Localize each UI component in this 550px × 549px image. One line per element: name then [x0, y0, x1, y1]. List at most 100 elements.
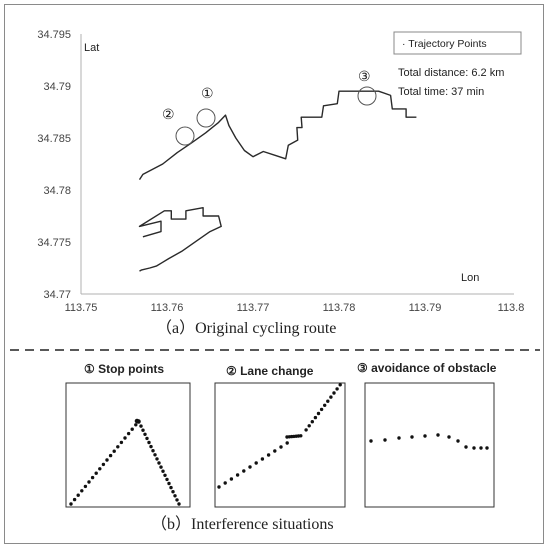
- panel-2-point: [217, 485, 221, 489]
- y-tick-label: 34.78: [43, 185, 71, 197]
- panel-3-point: [423, 434, 427, 438]
- panel-1-point: [134, 423, 138, 427]
- panel-1-point: [108, 453, 113, 458]
- panel-3-point: [397, 436, 401, 440]
- panel-1-point: [69, 502, 73, 506]
- x-tick-label: 113.75: [65, 302, 98, 314]
- axis-ticks: 113.75 113.76 113.77 113.78 113.79 113.8 34.79…: [37, 29, 524, 314]
- y-axis-label: Lat: [84, 42, 99, 54]
- x-tick-label: 113.77: [237, 302, 270, 314]
- route-segment-2: [138, 90, 417, 180]
- panel-2-points: [217, 383, 342, 489]
- panel-3-point: [485, 446, 489, 450]
- y-tick-label: 34.795: [37, 29, 71, 41]
- panel-3-point: [436, 433, 440, 437]
- route-lines: [138, 90, 417, 272]
- panel-2-point: [326, 399, 330, 403]
- marker-circle-1: [196, 108, 216, 128]
- caption-a: （a）Original cycling route: [156, 319, 336, 337]
- panel-2-point: [313, 415, 318, 420]
- panel-3-point: [464, 445, 468, 449]
- panel-2-point: [273, 449, 277, 453]
- x-tick-label: 113.79: [409, 302, 442, 314]
- total-distance-annotation: Total distance: 6.2 km: [398, 67, 504, 79]
- marker-label-1: ①: [201, 85, 214, 101]
- panel-3-point: [383, 438, 387, 442]
- panel-2-point: [299, 434, 303, 438]
- panel-2-point: [223, 481, 227, 485]
- panel-2-point: [266, 453, 271, 457]
- route-segment-1: [138, 206, 222, 272]
- panel-2-point: [332, 391, 336, 395]
- panel-3-title: ③ avoidance of obstacle: [357, 361, 497, 375]
- x-tick-label: 113.76: [151, 302, 184, 314]
- marker-label-3: ③: [358, 68, 371, 84]
- panel-1-point: [151, 449, 155, 453]
- panel-3-point: [456, 439, 460, 443]
- marker-label-2: ②: [162, 106, 175, 122]
- caption-b: （b）Interference situations: [151, 515, 334, 533]
- panel-1-point: [83, 484, 88, 489]
- y-tick-label: 34.775: [37, 237, 71, 249]
- panel-1-point: [105, 458, 109, 462]
- panel-1-point: [141, 428, 145, 432]
- total-time-annotation: Total time: 37 min: [398, 86, 484, 98]
- panel-1-title: ① Stop points: [84, 362, 164, 376]
- panel-3-point: [447, 435, 451, 439]
- panel-1-point: [123, 436, 127, 440]
- panel-1-point: [157, 461, 161, 465]
- panel-1-point: [169, 485, 173, 490]
- panel-3-point: [369, 439, 373, 443]
- panel-1-point: [76, 493, 80, 497]
- panel-2-point: [285, 441, 289, 445]
- panel-1-point: [87, 480, 91, 484]
- panel-2-point: [304, 428, 308, 432]
- panel-1-point: [145, 436, 149, 441]
- route-chart: 113.75 113.76 113.77 113.78 113.79 113.8 34.79…: [37, 29, 524, 314]
- legend-entry: · Trajectory Points: [402, 38, 487, 50]
- panel-1-point: [161, 469, 165, 473]
- panel-2-point: [307, 424, 311, 428]
- panel-1-point: [149, 444, 153, 449]
- y-tick-label: 34.79: [43, 81, 71, 93]
- panel-2-point: [335, 387, 339, 391]
- panel-1-point: [159, 465, 163, 469]
- panel-2-point: [235, 473, 240, 477]
- panel-3-box: [364, 382, 495, 508]
- panel-1-point: [175, 498, 179, 502]
- y-tick-label: 34.785: [37, 133, 71, 145]
- panel-2-point: [310, 420, 314, 424]
- panel-1-point: [163, 473, 167, 477]
- panel-1-point: [165, 477, 169, 482]
- panel-1-point: [80, 489, 84, 493]
- panel-3-point: [472, 446, 476, 450]
- legend-box: [393, 31, 522, 55]
- marker-circle-3: [357, 86, 377, 106]
- panel-1-point: [94, 471, 98, 475]
- panel-2-point: [260, 457, 265, 461]
- panel-1-point: [173, 494, 177, 498]
- panel-2-point: [323, 403, 327, 407]
- figure-frame: [4, 4, 544, 544]
- panel-1-points: [69, 418, 181, 506]
- panel-3-point: [410, 435, 414, 439]
- panel-2-point: [319, 407, 324, 412]
- panel-2-title: ② Lane change: [226, 364, 314, 378]
- marker-circle-2: [175, 126, 195, 146]
- panel-1-point: [136, 419, 141, 424]
- panel-1-point: [72, 497, 77, 502]
- y-tick-label: 34.77: [43, 289, 71, 301]
- panel-3-point: [479, 446, 483, 450]
- panel-1-point: [130, 427, 134, 431]
- panel-2-box: [214, 382, 346, 508]
- panel-1-point: [177, 502, 181, 506]
- x-tick-label: 113.78: [323, 302, 356, 314]
- panel-3-points: [369, 433, 489, 450]
- panel-1-point: [119, 440, 124, 445]
- panel-2-point: [254, 461, 258, 465]
- panel-1-point: [167, 481, 171, 486]
- panel-2-point: [316, 411, 321, 416]
- panel-1-point: [155, 457, 159, 461]
- panel-1-point: [171, 490, 175, 494]
